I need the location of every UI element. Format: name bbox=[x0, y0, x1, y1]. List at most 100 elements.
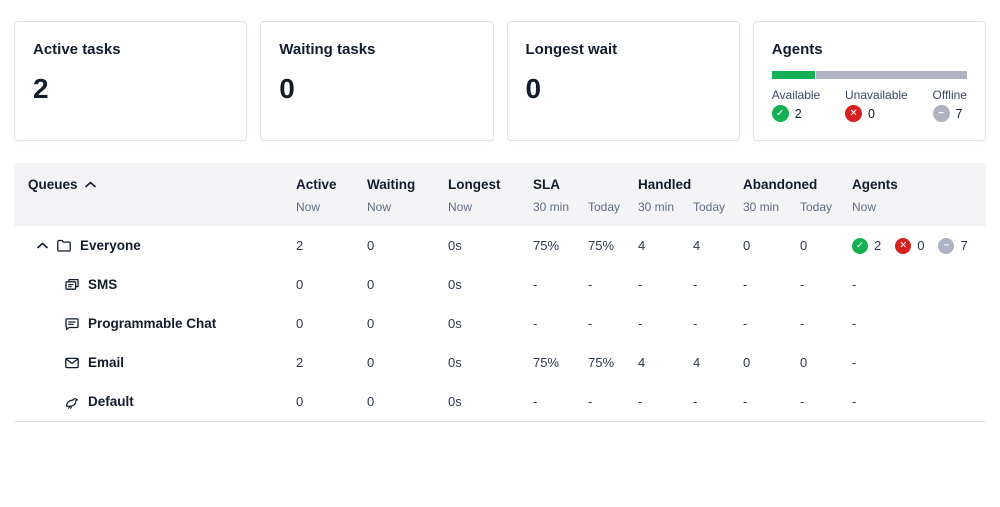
column-subheader: 30 min bbox=[638, 200, 675, 214]
stat-cell: - bbox=[800, 277, 805, 292]
stat-cell: 0 bbox=[367, 394, 375, 409]
agent-stat-label: Available bbox=[771, 88, 821, 102]
stat-cell: - bbox=[533, 316, 538, 331]
stat-cell: 0 bbox=[800, 238, 808, 253]
stat-cell: 0 bbox=[743, 355, 751, 370]
queue-name: Default bbox=[88, 394, 134, 409]
unavailable-offline-bar-segment bbox=[816, 71, 967, 79]
stat-cell: - bbox=[533, 277, 538, 292]
queue-name: SMS bbox=[88, 277, 118, 292]
check-circle-icon: ✓ bbox=[852, 237, 868, 254]
stat-cell: 0 bbox=[367, 316, 375, 331]
agents-cell: ✓ 2 ✕ 0 −7 bbox=[852, 237, 972, 254]
queue-row-sms: SMS 0 0 0s - - - - - - - bbox=[14, 265, 986, 304]
queues-table-body: Everyone 2 0 0s 75% 75% 4 4 0 0 ✓ 2 ✕ 0−7 SMS 0 0 0s - - - - -… bbox=[14, 226, 986, 422]
folder-icon bbox=[56, 238, 72, 254]
kpi-card-value: 0 bbox=[525, 73, 542, 104]
agents-cell: - bbox=[852, 316, 857, 331]
chevron-up-icon bbox=[84, 181, 96, 188]
stat-cell: - bbox=[693, 316, 698, 331]
kpi-card-value: 0 bbox=[279, 73, 295, 104]
column-subheader: Today bbox=[800, 200, 833, 214]
column-header-handled[interactable]: Handled bbox=[638, 177, 692, 192]
agent-stat-count: −7 bbox=[932, 105, 967, 122]
stat-cell: - bbox=[588, 394, 593, 409]
stat-cell: - bbox=[743, 316, 748, 331]
agent-stat-offline: Offline −7 bbox=[932, 88, 967, 122]
stat-cell: 4 bbox=[693, 355, 701, 370]
agents-cell: - bbox=[852, 355, 857, 370]
queue-name: Everyone bbox=[80, 238, 141, 253]
agent-stat-unavailable: Unavailable ✕ 0 bbox=[845, 88, 908, 122]
x-circle-icon: ✕ bbox=[895, 237, 912, 254]
stat-cell: 0 bbox=[743, 238, 751, 253]
queues-table: Queues Active Waiting Longest SLA Handled Aba… bbox=[14, 163, 986, 422]
stat-cell: - bbox=[638, 277, 643, 292]
kpi-card-active-tasks: Active tasks 2 bbox=[14, 21, 248, 141]
column-subheader: Now bbox=[367, 200, 392, 214]
column-subheader: 30 min bbox=[743, 200, 780, 214]
queue-name-cell: Everyone bbox=[28, 238, 296, 254]
stat-cell: 2 bbox=[296, 355, 304, 370]
queue-name: Email bbox=[88, 355, 125, 370]
queue-row-programmable-chat: Programmable Chat 0 0 0s - - - - - - - bbox=[14, 304, 986, 343]
queue-name-cell: Programmable Chat bbox=[28, 316, 296, 332]
stat-cell: - bbox=[800, 394, 805, 409]
stat-cell: - bbox=[743, 394, 748, 409]
stat-cell: 75% bbox=[533, 238, 560, 253]
minus-circle-icon: − bbox=[932, 105, 950, 122]
column-header-waiting[interactable]: Waiting bbox=[367, 177, 416, 192]
stat-cell: 0s bbox=[448, 355, 462, 370]
kpi-card-title: Active tasks bbox=[33, 41, 121, 58]
stat-cell: 4 bbox=[638, 238, 646, 253]
queues-sort-header[interactable]: Queues bbox=[28, 177, 296, 192]
agents-offline-count: −7 bbox=[938, 237, 968, 254]
stat-cell: 0 bbox=[296, 277, 304, 292]
agent-stat-label: Unavailable bbox=[845, 88, 908, 102]
column-header-sla[interactable]: SLA bbox=[533, 177, 560, 192]
queue-row-email: Email 2 0 0s 75% 75% 4 4 0 0 - bbox=[14, 343, 986, 382]
stat-cell: 0 bbox=[296, 394, 304, 409]
stat-cell: 4 bbox=[638, 355, 646, 370]
stat-cell: - bbox=[693, 277, 698, 292]
collapse-chevron-up-icon[interactable] bbox=[37, 242, 48, 249]
stat-cell: 0 bbox=[367, 355, 375, 370]
stat-cell: 0s bbox=[448, 238, 462, 253]
stat-cell: - bbox=[638, 316, 643, 331]
column-header-abandoned[interactable]: Abandoned bbox=[743, 177, 818, 192]
agent-stat-count: ✓ 2 bbox=[771, 105, 820, 122]
stat-cell: 75% bbox=[588, 355, 615, 370]
kpi-cards-row: Active tasks 2 Waiting tasks 0 Longest w… bbox=[14, 21, 986, 141]
default-queue-icon bbox=[64, 394, 80, 410]
kpi-card-value: 2 bbox=[33, 73, 49, 104]
column-header-longest[interactable]: Longest bbox=[448, 177, 501, 192]
stat-cell: 0s bbox=[448, 316, 462, 331]
queue-name-cell: Email bbox=[28, 355, 296, 371]
stat-cell: - bbox=[533, 394, 538, 409]
stat-cell: 0 bbox=[296, 316, 304, 331]
agents-stats: Available ✓ 2 Unavailable ✕ 0 Offline −7 bbox=[771, 88, 967, 122]
x-circle-icon: ✕ bbox=[845, 105, 863, 122]
stat-cell: 75% bbox=[533, 355, 560, 370]
queue-name-cell: Default bbox=[28, 394, 296, 410]
stat-cell: 0 bbox=[367, 238, 375, 253]
stat-cell: - bbox=[588, 316, 593, 331]
agents-available-count: ✓ 2 bbox=[852, 237, 881, 254]
agents-card: Agents Available ✓ 2 Unavailable ✕ 0 Offline −7 bbox=[752, 21, 986, 141]
agents-cell: - bbox=[852, 277, 857, 292]
stat-cell: - bbox=[693, 394, 698, 409]
stat-cell: 0s bbox=[448, 394, 462, 409]
agent-stat-count: ✕ 0 bbox=[845, 105, 908, 122]
column-header-active[interactable]: Active bbox=[296, 177, 337, 192]
agents-cell: - bbox=[852, 394, 857, 409]
queues-header-label: Queues bbox=[28, 177, 78, 192]
column-header-agents[interactable]: Agents bbox=[852, 177, 898, 192]
kpi-card-title: Longest wait bbox=[525, 41, 618, 58]
sms-icon bbox=[64, 277, 80, 293]
column-subheader: Now bbox=[852, 200, 877, 214]
agent-stat-label: Offline bbox=[932, 88, 967, 102]
stat-cell: 2 bbox=[296, 238, 304, 253]
queue-name: Programmable Chat bbox=[88, 316, 217, 331]
kpi-card-waiting-tasks: Waiting tasks 0 bbox=[260, 21, 494, 141]
stat-cell: 0 bbox=[367, 277, 375, 292]
